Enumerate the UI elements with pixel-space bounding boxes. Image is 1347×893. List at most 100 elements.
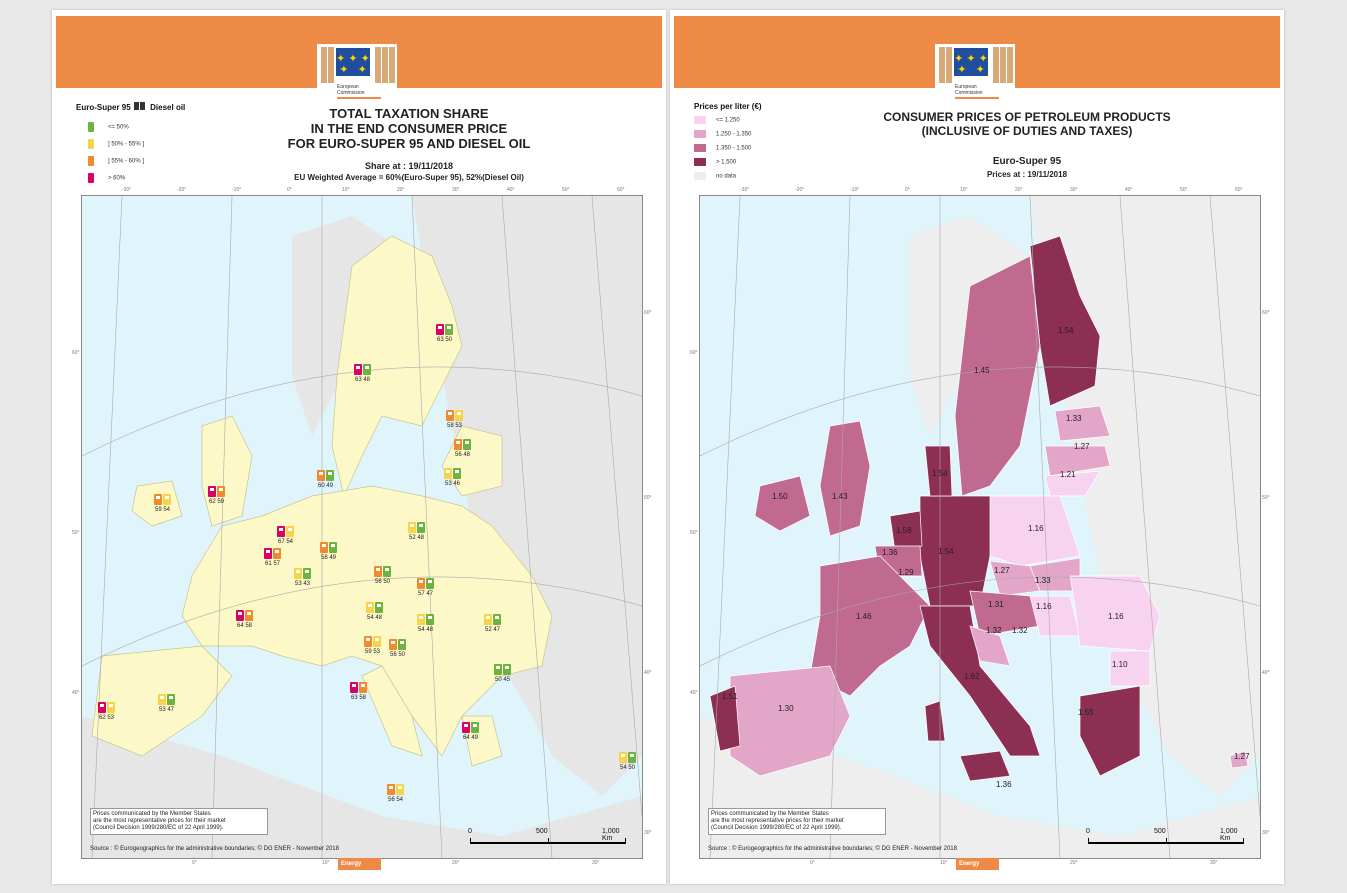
- country-tax-marker: [275, 526, 297, 540]
- country-tax-marker: [315, 470, 337, 484]
- latitude-label: 30°: [644, 830, 652, 836]
- country-price-label: 1.16: [1028, 524, 1044, 533]
- latitude-label: 50°: [72, 530, 80, 536]
- country-tax-marker: [415, 614, 437, 628]
- tax-share-label: 50 45: [495, 677, 511, 683]
- petrol-pump-icon: [264, 548, 272, 559]
- country-price-label: 1.54: [1058, 326, 1074, 335]
- disclaimer-note: Prices communicated by the Member States…: [708, 808, 886, 835]
- petrol-pump-icon: [374, 566, 382, 577]
- petrol-pump-icon: [387, 784, 395, 795]
- country-tax-marker: [444, 410, 466, 424]
- latitude-label: 30°: [1262, 830, 1270, 836]
- country-price-label: 1.62: [964, 672, 980, 681]
- ec-logo: ✦ ✦ ✦ ✦ ✦ European Commission: [317, 44, 397, 104]
- fuel-pump-icon: [133, 102, 139, 110]
- diesel-pump-icon: [396, 784, 404, 795]
- legend-label: > 1.500: [716, 159, 737, 166]
- share-date: Share at : 19/11/2018: [364, 161, 454, 171]
- diesel-pump-icon: [286, 526, 294, 537]
- petrol-pump-icon: [462, 722, 470, 733]
- diesel-pump-icon: [628, 752, 636, 763]
- left-map-page: ✦ ✦ ✦ ✦ ✦ European Commission Euro-Super 9…: [52, 10, 666, 884]
- country-price-label: 1.31: [988, 600, 1004, 609]
- country-price-label: 1.50: [772, 492, 788, 501]
- country-price-label: 1.46: [856, 612, 872, 621]
- longitude-label: 0°: [810, 860, 815, 866]
- tax-share-label: 56 50: [390, 652, 406, 658]
- country-price-label: 1.29: [898, 568, 914, 577]
- legend-label: 1.250 - 1.350: [716, 131, 752, 138]
- tax-share-label: 53 47: [159, 707, 175, 713]
- source-credit: Source : © Eurogeographics for the admin…: [90, 846, 339, 852]
- legend-item: ] 50% - 55% ]: [88, 139, 144, 149]
- tax-share-label: 63 50: [437, 337, 453, 343]
- country-price-label: 1.43: [832, 492, 848, 501]
- country-price-label: 1.51: [722, 692, 738, 701]
- legend-label: <= 50%: [108, 124, 129, 131]
- country-price-label: 1.27: [1074, 442, 1090, 451]
- europe-map-svg: [700, 196, 1260, 858]
- longitude-label: 50°: [1180, 187, 1188, 193]
- petrol-pump-icon: [158, 694, 166, 705]
- tax-share-label: 61 57: [265, 561, 281, 567]
- country-tax-marker: [364, 602, 386, 616]
- longitude-label: 0°: [905, 187, 910, 193]
- longitude-label: -10°: [850, 187, 860, 193]
- fuel-pump-icon: [88, 122, 94, 132]
- scale-bar: 0 500 1,000 Km: [1086, 828, 1248, 850]
- country-price-label: 1.32: [986, 626, 1002, 635]
- legend-title: Euro-Super 95 Diesel oil: [76, 102, 186, 112]
- tax-share-label: 58 49: [321, 555, 337, 561]
- longitude-label: -10°: [232, 187, 242, 193]
- petrol-pump-icon: [320, 542, 328, 553]
- taxation-map: 63 50 63 48 58 53 56 48 53 46 60 49 62 59 59 54…: [81, 195, 643, 859]
- petrol-pump-icon: [236, 610, 244, 621]
- eu-flag-icon: ✦ ✦ ✦ ✦ ✦: [336, 48, 370, 76]
- diesel-pump-icon: [167, 694, 175, 705]
- diesel-pump-icon: [453, 468, 461, 479]
- petrol-pump-icon: [350, 682, 358, 693]
- latitude-label: 60°: [644, 310, 652, 316]
- country-tax-marker: [406, 522, 428, 536]
- longitude-label: 30°: [452, 187, 460, 193]
- legend-swatch: [694, 172, 706, 180]
- latitude-label: 50°: [644, 495, 652, 501]
- longitude-label: -30°: [122, 187, 132, 193]
- latitude-label: 60°: [72, 350, 80, 356]
- eu-average: EU Weighted Average = 60%(Euro-Super 95)…: [294, 173, 524, 182]
- country-tax-marker: [352, 364, 374, 378]
- country-tax-marker: [482, 614, 504, 628]
- diesel-pump-icon: [273, 548, 281, 559]
- diesel-pump-icon: [303, 568, 311, 579]
- tax-share-label: 62 59: [209, 499, 225, 505]
- country-tax-marker: [617, 752, 639, 766]
- country-tax-marker: [434, 324, 456, 338]
- longitude-label: 10°: [322, 860, 330, 866]
- page-title: CONSUMER PRICES OF PETROLEUM PRODUCTS (I…: [883, 110, 1171, 138]
- legend-title: Prices per liter (€): [694, 102, 762, 111]
- petrol-pump-icon: [366, 602, 374, 613]
- longitude-label: 50°: [562, 187, 570, 193]
- product-name: Euro-Super 95: [992, 156, 1062, 167]
- legend-item: 1.250 - 1.350: [694, 130, 751, 138]
- country-tax-marker: [442, 468, 464, 482]
- energy-tag: Energy: [338, 858, 381, 870]
- petrol-pump-icon: [417, 614, 425, 625]
- longitude-label: 60°: [617, 187, 625, 193]
- latitude-label: 40°: [644, 670, 652, 676]
- tax-share-label: 64 49: [463, 735, 479, 741]
- country-price-label: 1.16: [1108, 612, 1124, 621]
- country-tax-marker: [206, 486, 228, 500]
- legend-label: 1.350 - 1.500: [716, 145, 752, 152]
- legend-item: ] 55% - 60% ]: [88, 156, 144, 166]
- petrol-pump-icon: [454, 439, 462, 450]
- legend-label: no data: [716, 173, 737, 180]
- latitude-label: 40°: [690, 690, 698, 696]
- tax-share-label: 58 53: [447, 423, 463, 429]
- diesel-pump-icon: [383, 566, 391, 577]
- right-map-page: ✦ ✦ ✦ ✦ ✦ European Commission Prices per l…: [670, 10, 1284, 884]
- tax-share-label: 54 48: [418, 627, 434, 633]
- legend-item: no data: [694, 172, 736, 180]
- tax-share-label: 60 49: [318, 483, 334, 489]
